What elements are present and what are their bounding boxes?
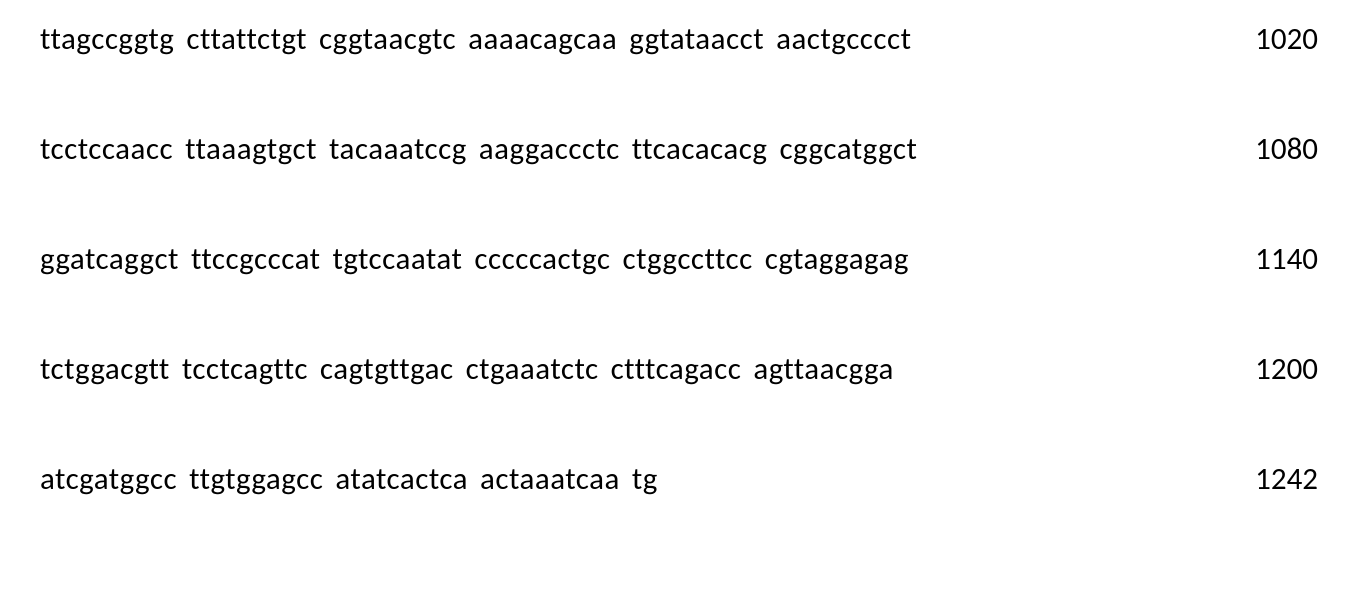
sequence-block: cttattctgt: [186, 20, 307, 58]
sequence-block: ggtataacct: [629, 20, 764, 58]
sequence-block: cagtgttgac: [320, 350, 454, 388]
sequence-block: ctggccttcc: [623, 240, 753, 278]
sequence-block: atcgatggcc: [40, 460, 177, 498]
sequence-block: cggtaacgtc: [319, 20, 456, 58]
sequence-blocks: tcctccaacc ttaaagtgct tacaaatccg aaggacc…: [40, 130, 917, 168]
sequence-block: ttgtggagcc: [189, 460, 323, 498]
sequence-block: tcctcagttc: [182, 350, 308, 388]
sequence-block: ggatcaggct: [40, 240, 179, 278]
sequence-block: cccccactgc: [474, 240, 610, 278]
sequence-block: ctttcagacc: [611, 350, 742, 388]
sequence-blocks: ggatcaggct ttccgcccat tgtccaatat cccccac…: [40, 240, 909, 278]
sequence-block: cggcatggct: [779, 130, 917, 168]
sequence-block: cgtaggagag: [765, 240, 909, 278]
sequence-block: ctgaaatctc: [466, 350, 599, 388]
sequence-block: ttagccggtg: [40, 20, 174, 58]
sequence-blocks: atcgatggcc ttgtggagcc atatcactca actaaat…: [40, 460, 658, 498]
sequence-blocks: ttagccggtg cttattctgt cggtaacgtc aaaacag…: [40, 20, 912, 58]
sequence-row: ggatcaggct ttccgcccat tgtccaatat cccccac…: [40, 240, 1318, 278]
sequence-row: tcctccaacc ttaaagtgct tacaaatccg aaggacc…: [40, 130, 1318, 168]
sequence-block: tacaaatccg: [329, 130, 467, 168]
sequence-block: ttccgcccat: [191, 240, 321, 278]
sequence-block: tg: [632, 460, 658, 498]
sequence-block: tcctccaacc: [40, 130, 173, 168]
sequence-block: aaaacagcaa: [468, 20, 617, 58]
position-number: 1200: [1218, 350, 1318, 388]
sequence-block: ttcacacacg: [632, 130, 768, 168]
sequence-row: tctggacgtt tcctcagttc cagtgttgac ctgaaat…: [40, 350, 1318, 388]
sequence-blocks: tctggacgtt tcctcagttc cagtgttgac ctgaaat…: [40, 350, 894, 388]
sequence-block: atatcactca: [335, 460, 468, 498]
sequence-block: tgtccaatat: [333, 240, 463, 278]
sequence-row: ttagccggtg cttattctgt cggtaacgtc aaaacag…: [40, 20, 1318, 58]
sequence-block: ttaaagtgct: [185, 130, 317, 168]
position-number: 1140: [1218, 240, 1318, 278]
position-number: 1242: [1218, 460, 1318, 498]
position-number: 1020: [1218, 20, 1318, 58]
sequence-block: agttaacgga: [753, 350, 893, 388]
position-number: 1080: [1218, 130, 1318, 168]
sequence-block: aaggaccctc: [479, 130, 620, 168]
sequence-block: actaaatcaa: [480, 460, 620, 498]
sequence-block: aactgcccct: [776, 20, 911, 58]
sequence-listing: ttagccggtg cttattctgt cggtaacgtc aaaacag…: [40, 20, 1318, 498]
sequence-row: atcgatggcc ttgtggagcc atatcactca actaaat…: [40, 460, 1318, 498]
sequence-block: tctggacgtt: [40, 350, 170, 388]
